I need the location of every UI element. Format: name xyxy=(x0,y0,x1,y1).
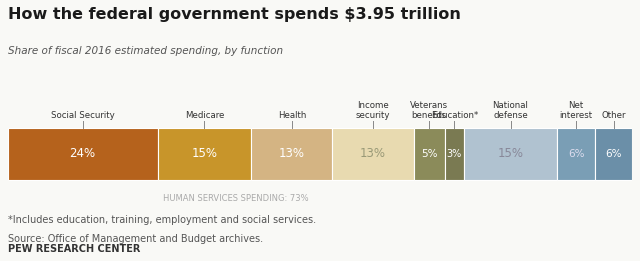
Bar xyxy=(157,128,252,180)
Bar xyxy=(445,128,463,180)
Text: 6%: 6% xyxy=(605,149,622,159)
Text: 24%: 24% xyxy=(70,147,96,161)
Text: Education*: Education* xyxy=(431,111,478,120)
Text: Income
security: Income security xyxy=(356,101,390,120)
Bar xyxy=(595,128,632,180)
Text: Net
interest: Net interest xyxy=(559,101,593,120)
Text: PEW RESEARCH CENTER: PEW RESEARCH CENTER xyxy=(8,245,140,254)
Text: *Includes education, training, employment and social services.: *Includes education, training, employmen… xyxy=(8,215,316,225)
Text: Other: Other xyxy=(602,111,626,120)
Text: Health: Health xyxy=(278,111,306,120)
Bar xyxy=(8,128,157,180)
Text: 5%: 5% xyxy=(421,149,438,159)
Bar xyxy=(333,128,413,180)
Text: 15%: 15% xyxy=(497,147,524,161)
Bar xyxy=(413,128,445,180)
Text: Share of fiscal 2016 estimated spending, by function: Share of fiscal 2016 estimated spending,… xyxy=(8,46,283,56)
Text: National
defense: National defense xyxy=(493,101,529,120)
Text: 3%: 3% xyxy=(447,149,462,159)
Bar xyxy=(252,128,333,180)
Bar xyxy=(557,128,595,180)
Text: 13%: 13% xyxy=(360,147,386,161)
Text: Veterans
benefits: Veterans benefits xyxy=(410,101,449,120)
Text: Social Security: Social Security xyxy=(51,111,115,120)
Text: Medicare: Medicare xyxy=(185,111,224,120)
Text: Source: Office of Management and Budget archives.: Source: Office of Management and Budget … xyxy=(8,234,263,244)
Bar xyxy=(463,128,557,180)
Text: 6%: 6% xyxy=(568,149,584,159)
Text: 15%: 15% xyxy=(191,147,218,161)
Text: How the federal government spends $3.95 trillion: How the federal government spends $3.95 … xyxy=(8,7,461,21)
Text: 13%: 13% xyxy=(279,147,305,161)
Text: HUMAN SERVICES SPENDING: 73%: HUMAN SERVICES SPENDING: 73% xyxy=(163,194,308,203)
